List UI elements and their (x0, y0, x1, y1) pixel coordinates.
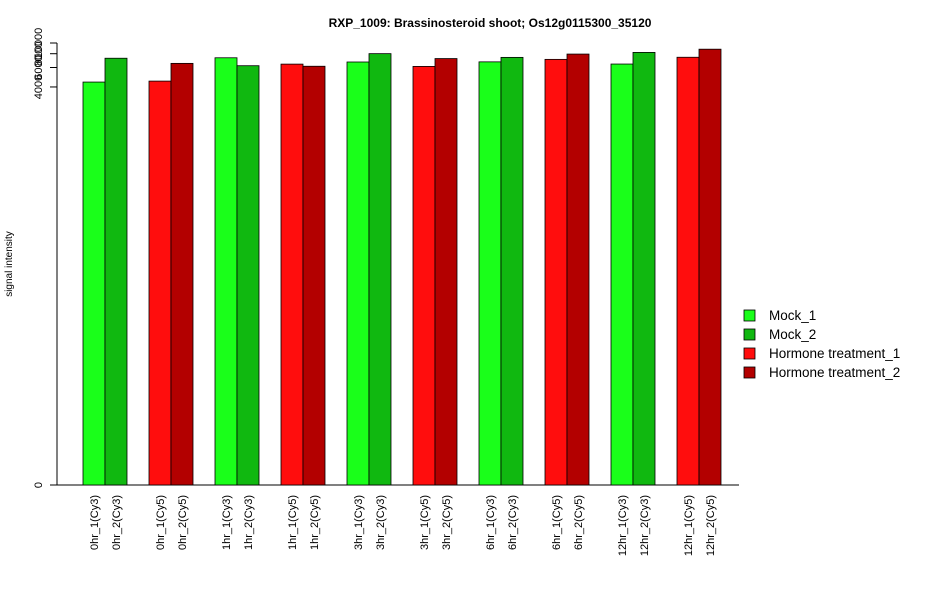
y-tick-label: 10000 (33, 28, 45, 59)
y-tick-label: 4000 (33, 75, 45, 99)
bar (346, 61, 370, 486)
y-tick-label: 8000 (33, 41, 45, 65)
x-tick-label: 12hr_1(Cy3) (617, 495, 629, 556)
x-tick-label: 3hr_1(Cy5) (419, 495, 431, 550)
x-tick-label: 12hr_2(Cy3) (639, 495, 651, 556)
legend-swatch (743, 328, 756, 341)
legend-swatch (743, 309, 756, 322)
x-tick-label: 1hr_2(Cy3) (243, 495, 255, 550)
bar (236, 65, 260, 486)
legend-label: Mock_2 (769, 327, 816, 342)
bar (302, 65, 326, 486)
bar (610, 63, 634, 486)
y-tick-label: 6000 (33, 55, 45, 79)
bar (676, 56, 700, 486)
legend-swatch (743, 366, 756, 379)
y-tick-label: 0 (33, 482, 45, 488)
bar (148, 80, 172, 486)
bar (82, 81, 106, 486)
x-tick-label: 0hr_1(Cy5) (155, 495, 167, 550)
bar (104, 57, 128, 486)
x-tick-label: 3hr_1(Cy3) (353, 495, 365, 550)
bar (632, 52, 656, 486)
x-tick-label: 1hr_1(Cy3) (221, 495, 233, 550)
bar (214, 57, 238, 486)
legend-swatch (743, 347, 756, 360)
legend-label: Hormone treatment_1 (769, 346, 900, 361)
x-tick-label: 1hr_1(Cy5) (287, 495, 299, 550)
bar (170, 62, 194, 486)
chart-title: RXP_1009: Brassinosteroid shoot; Os12g01… (329, 16, 652, 30)
x-tick-label: 3hr_2(Cy3) (375, 495, 387, 550)
legend: Mock_1 Mock_2 Hormone treatment_1 Hormone t… (743, 308, 900, 380)
x-tick-label: 0hr_1(Cy3) (89, 495, 101, 550)
bar (698, 48, 722, 486)
bar (280, 63, 304, 486)
x-tick-label: 6hr_2(Cy5) (573, 495, 585, 550)
legend-label: Hormone treatment_2 (769, 365, 900, 380)
x-tick-label: 0hr_2(Cy5) (177, 495, 189, 550)
bar (566, 53, 590, 486)
x-tick-label: 6hr_2(Cy3) (507, 495, 519, 550)
x-tick-label: 6hr_1(Cy5) (551, 495, 563, 550)
bar (368, 53, 392, 486)
x-tick-label: 12hr_1(Cy5) (683, 495, 695, 556)
bar (544, 58, 568, 486)
bar (434, 58, 458, 486)
legend-label: Mock_1 (769, 308, 816, 323)
x-tick-label: 1hr_2(Cy5) (309, 495, 321, 550)
bars (82, 48, 722, 486)
bar (412, 66, 436, 486)
bar (478, 61, 502, 486)
x-tick-label: 6hr_1(Cy3) (485, 495, 497, 550)
x-tick-labels: 0hr_1(Cy3) 0hr_2(Cy3) 0hr_1(Cy5) 0hr_2(Cy5)… (89, 495, 717, 556)
x-tick-label: 12hr_2(Cy5) (705, 495, 717, 556)
x-tick-label: 3hr_2(Cy5) (441, 495, 453, 550)
y-axis-label: signal intensity (4, 231, 15, 297)
bar (500, 56, 524, 486)
x-tick-label: 0hr_2(Cy3) (111, 495, 123, 550)
